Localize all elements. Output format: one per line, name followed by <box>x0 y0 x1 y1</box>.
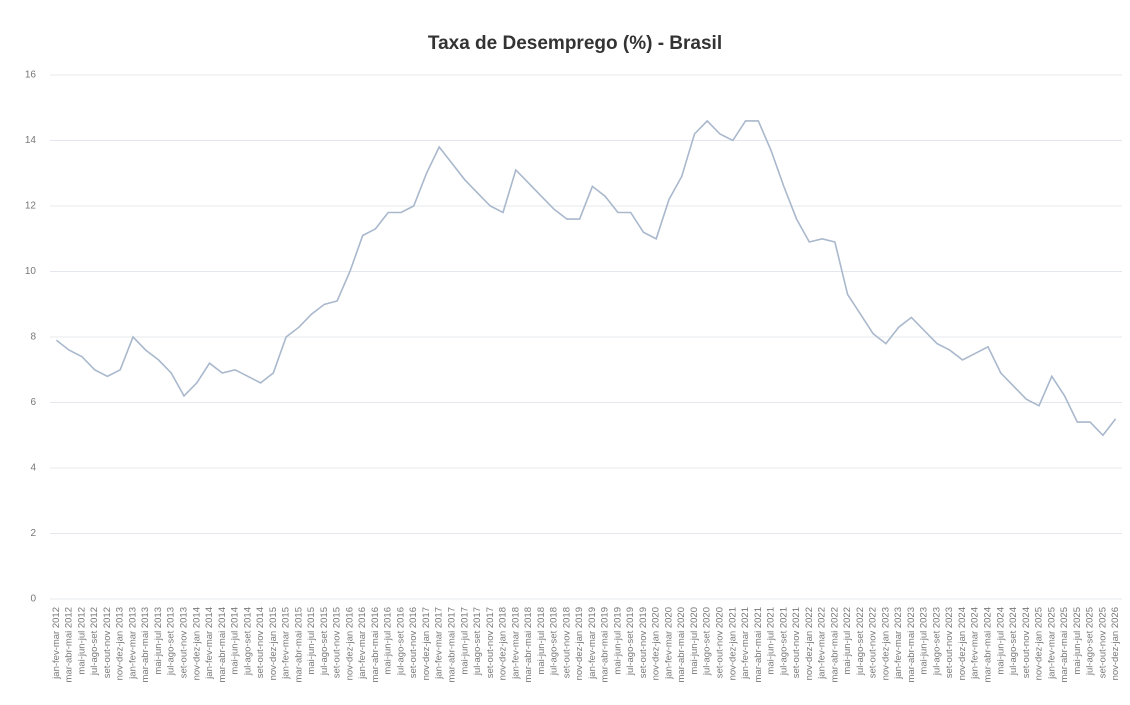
y-tick-label: 16 <box>25 70 37 81</box>
y-tick-label: 8 <box>30 332 36 343</box>
x-tick-label: mai-jun-jul 2025 <box>1072 607 1083 675</box>
x-tick-label: jan-fev-mar 2020 <box>664 607 675 680</box>
x-tick-label: set-out-nov 2025 <box>1097 607 1108 678</box>
x-tick-label: mar-abr-mai 2015 <box>293 607 304 683</box>
y-tick-label: 6 <box>30 397 36 408</box>
x-tick-label: mai-jun-jul 2013 <box>153 607 164 675</box>
x-tick-label: jul-ago-set 2014 <box>242 607 253 676</box>
x-tick-label: nov-dez-jan 2014 <box>191 607 202 680</box>
x-tick-label: mar-abr-mai 2016 <box>370 607 381 683</box>
x-tick-label: jan-fev-mar 2021 <box>740 607 751 680</box>
y-tick-label: 14 <box>25 135 37 146</box>
x-tick-label: jul-ago-set 2023 <box>932 607 943 676</box>
x-tick-label: set-out-nov 2018 <box>561 607 572 678</box>
x-tick-label: jan-fev-mar 2022 <box>817 607 828 680</box>
x-tick-label: jan-fev-mar 2017 <box>434 607 445 680</box>
x-tick-label: jul-ago-set 2019 <box>625 607 636 676</box>
data-line <box>55 119 1117 437</box>
x-tick-label: jan-fev-mar 2016 <box>357 607 368 680</box>
x-tick-label: jul-ago-set 2024 <box>1008 607 1019 676</box>
x-tick-label: jan-fev-mar 2023 <box>893 607 904 680</box>
x-tick-label: set-out-nov 2023 <box>944 607 955 678</box>
x-tick-label: nov-dez-jan 2022 <box>804 607 815 680</box>
x-tick-label: jul-ago-set 2021 <box>778 607 789 676</box>
x-tick-label: mar-abr-mai 2022 <box>829 607 840 683</box>
y-tick-label: 4 <box>30 463 36 474</box>
x-tick-label: jan-fev-mar 2024 <box>970 607 981 680</box>
x-tick-label: jan-fev-mar 2012 <box>51 607 62 680</box>
x-tick-label: nov-dez-jan 2021 <box>727 607 738 680</box>
x-tick-label: mar-abr-mai 2018 <box>523 607 534 683</box>
x-tick-label: nov-dez-jan 2018 <box>498 607 509 680</box>
x-tick-label: mai-jun-jul 2020 <box>689 607 700 675</box>
x-tick-label: nov-dez-jan 2016 <box>344 607 355 680</box>
x-tick-label: mai-jun-jul 2019 <box>612 607 623 675</box>
x-tick-label: mai-jun-jul 2018 <box>536 607 547 675</box>
y-tick-label: 10 <box>25 266 37 277</box>
x-tick-label: mar-abr-mai 2012 <box>64 607 75 683</box>
x-tick-label: set-out-nov 2019 <box>638 607 649 678</box>
x-tick-label: mai-jun-jul 2012 <box>76 607 87 675</box>
x-tick-label: mai-jun-jul 2015 <box>306 607 317 675</box>
x-tick-label: jul-ago-set 2020 <box>702 607 713 676</box>
x-tick-label: set-out-nov 2020 <box>715 607 726 678</box>
x-tick-label: set-out-nov 2015 <box>332 607 343 678</box>
x-tick-label: nov-dez-jan 2026 <box>1110 607 1121 680</box>
x-tick-label: jul-ago-set 2015 <box>319 607 330 676</box>
x-tick-label: mai-jun-jul 2014 <box>230 607 241 675</box>
x-tick-label: mar-abr-mai 2014 <box>217 607 228 683</box>
x-tick-label: nov-dez-jan 2025 <box>1034 607 1045 680</box>
x-tick-label: mar-abr-mai 2024 <box>983 607 994 683</box>
x-tick-label: jan-fev-mar 2014 <box>204 607 215 680</box>
x-tick-label: nov-dez-jan 2020 <box>651 607 662 680</box>
x-tick-label: nov-dez-jan 2019 <box>574 607 585 680</box>
x-tick-label: jul-ago-set 2018 <box>549 607 560 676</box>
x-tick-label: jul-ago-set 2017 <box>472 607 483 676</box>
x-tick-label: mar-abr-mai 2020 <box>676 607 687 683</box>
x-tick-label: mar-abr-mai 2013 <box>140 607 151 683</box>
y-tick-label: 12 <box>25 201 37 212</box>
x-tick-label: nov-dez-jan 2024 <box>957 607 968 680</box>
x-tick-label: mai-jun-jul 2021 <box>766 607 777 675</box>
x-tick-label: nov-dez-jan 2015 <box>268 607 279 680</box>
x-tick-label: jul-ago-set 2012 <box>89 607 100 676</box>
x-tick-label: nov-dez-jan 2023 <box>880 607 891 680</box>
x-tick-label: jan-fev-mar 2019 <box>587 607 598 680</box>
chart-title: Taxa de Desemprego (%) - Brasil <box>428 33 722 54</box>
x-tick-label: mar-abr-mai 2025 <box>1059 607 1070 683</box>
x-tick-label: set-out-nov 2022 <box>868 607 879 678</box>
y-tick-label: 2 <box>30 528 36 539</box>
x-tick-label: mai-jun-jul 2016 <box>383 607 394 675</box>
x-tick-label: set-out-nov 2014 <box>255 607 266 678</box>
x-tick-label: set-out-nov 2024 <box>1021 607 1032 678</box>
x-tick-label: jul-ago-set 2016 <box>396 607 407 676</box>
x-tick-label: jan-fev-mar 2025 <box>1046 607 1057 680</box>
x-tick-label: jul-ago-set 2022 <box>855 607 866 676</box>
x-tick-label: jan-fev-mar 2013 <box>128 607 139 680</box>
x-tick-label: mar-abr-mai 2017 <box>447 607 458 683</box>
y-tick-label: 0 <box>30 594 36 605</box>
x-tick-label: mai-jun-jul 2017 <box>459 607 470 675</box>
x-tick-label: jul-ago-set 2025 <box>1085 607 1096 676</box>
x-tick-label: jul-ago-set 2013 <box>166 607 177 676</box>
x-tick-label: set-out-nov 2017 <box>485 607 496 678</box>
x-tick-label: mai-jun-jul 2024 <box>995 607 1006 675</box>
x-tick-label: set-out-nov 2021 <box>791 607 802 678</box>
x-tick-label: nov-dez-jan 2017 <box>421 607 432 680</box>
x-tick-label: jan-fev-mar 2015 <box>281 607 292 680</box>
x-tick-label: jan-fev-mar 2018 <box>510 607 521 680</box>
x-tick-label: mar-abr-mai 2021 <box>753 607 764 683</box>
x-tick-label: set-out-nov 2013 <box>179 607 190 678</box>
x-tick-label: mai-jun-jul 2023 <box>919 607 930 675</box>
x-tick-label: set-out-nov 2016 <box>408 607 419 678</box>
x-tick-label: set-out-nov 2012 <box>102 607 113 678</box>
x-tick-label: mar-abr-mai 2019 <box>600 607 611 683</box>
x-tick-label: mai-jun-jul 2022 <box>842 607 853 675</box>
x-tick-label: mar-abr-mai 2023 <box>906 607 917 683</box>
x-tick-label: nov-dez-jan 2013 <box>115 607 126 680</box>
